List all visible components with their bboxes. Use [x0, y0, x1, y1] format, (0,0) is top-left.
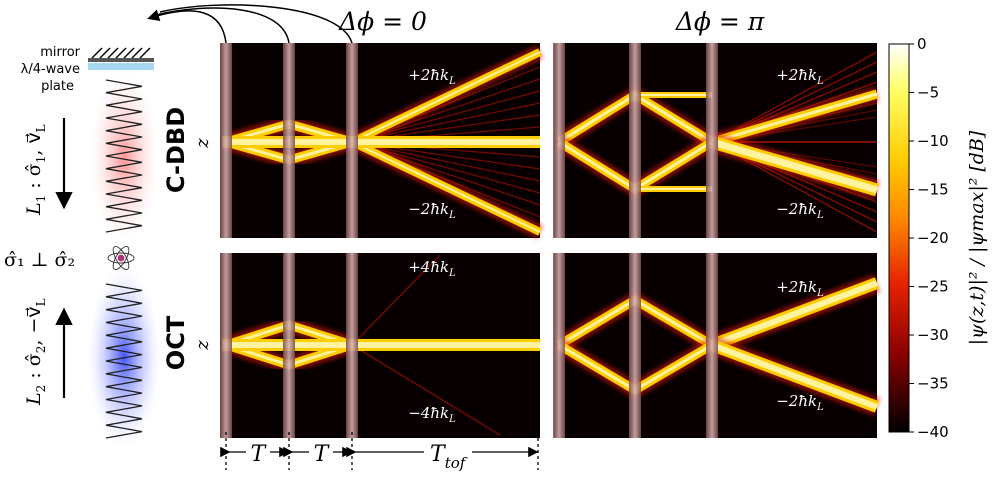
timeline-Ttof: Ttof	[430, 442, 468, 472]
column-header-dphi-pi: Δϕ = π	[675, 7, 765, 36]
beam-core	[711, 138, 878, 194]
timeline-T2: T	[314, 442, 331, 467]
mirror	[88, 58, 154, 62]
timeline-T1: T	[251, 442, 268, 467]
colorbar-label: |ψ(z,t)|² / |ψmax|² [dB]	[966, 130, 988, 345]
row-label-cdbd: C-DBD	[162, 107, 190, 193]
waveplate-label-2: plate	[41, 79, 74, 94]
panel-cdbd-dphi-pi: +2ħkL −2ħkL	[553, 43, 880, 238]
column-header-dphi-0: Δϕ = 0	[338, 7, 427, 36]
apparatus: mirror λ/4-wave plate L1 : σ̂1, v⃗L L2 :…	[4, 4, 353, 447]
colorbar-tick-label: −35	[917, 375, 949, 393]
beam-core	[710, 280, 879, 348]
axis-label-z-top: z	[192, 138, 213, 149]
faint-beam	[351, 254, 441, 346]
waveplate	[88, 63, 154, 70]
polarization-label: σ̂₁ ⊥ σ̂₂	[4, 249, 75, 271]
momentum-label-oct-zero-upper: +4ħkL	[408, 258, 456, 279]
colorbar-tick-label: −25	[917, 278, 949, 296]
colorbar-tick-label: −20	[917, 229, 949, 247]
colorbar-tick-label: −5	[917, 84, 939, 102]
mirror-hatching	[91, 47, 151, 59]
row-label-oct: OCT	[162, 315, 190, 370]
colorbar-tick-label: −10	[917, 132, 949, 150]
momentum-label-oct-pi-lower: −2ħkL	[776, 392, 824, 413]
pulse-bar	[706, 43, 718, 238]
waveplate-label-1: λ/4-wave	[21, 62, 80, 77]
colorbar-tick-label: −40	[917, 423, 949, 441]
pulse-bar	[553, 253, 565, 438]
beam-l1-glow	[90, 73, 158, 243]
pulse-bar	[283, 43, 295, 238]
beam-l2-spring	[105, 283, 143, 439]
momentum-label-cdbd-zero-lower: −2ħkL	[408, 200, 456, 221]
pulse-bar	[220, 43, 232, 238]
beam-core	[710, 342, 879, 410]
beam-l1-label: L1 : σ̂1, v⃗L	[23, 124, 48, 216]
beam-core	[711, 92, 878, 144]
pulse-bar	[629, 253, 641, 438]
pulse-bar	[706, 253, 718, 438]
beam-l1-spring	[105, 79, 143, 233]
atom-icon	[107, 246, 135, 270]
pulse-bar	[553, 43, 565, 238]
panel-oct-dphi-0: +4ħkL −4ħkL	[220, 253, 540, 438]
pulse-bar	[346, 43, 358, 238]
beam-l2-label: L2 : σ̂2, −v⃗L	[23, 298, 48, 406]
pulse-bar	[220, 253, 232, 438]
momentum-label-oct-pi-upper: +2ħkL	[776, 278, 824, 299]
colorbar-tick-label: 0	[917, 35, 927, 53]
momentum-label-oct-zero-lower: −4ħkL	[408, 404, 456, 425]
colorbar-ticks: 0 −5 −10 −15 −20 −25 −30 −35 −40	[909, 35, 949, 441]
faint-beam	[351, 344, 501, 436]
momentum-label-cdbd-pi-lower: −2ħkL	[776, 200, 824, 221]
pulse-bar	[346, 253, 358, 438]
beam-core	[351, 51, 541, 143]
mirror-label: mirror	[40, 45, 80, 60]
beam-core	[351, 141, 541, 233]
pulse-to-mirror-arrows	[147, 4, 353, 44]
colorbar-tick-label: −15	[917, 181, 949, 199]
panel-oct-dphi-pi: +2ħkL −2ħkL	[553, 253, 881, 438]
momentum-label-cdbd-zero-upper: +2ħkL	[408, 66, 456, 87]
beam-l2-glow	[88, 267, 160, 447]
pulse-bar	[629, 43, 641, 238]
pulse-bar	[283, 253, 295, 438]
axis-label-z-bottom: z	[192, 340, 213, 351]
panel-cdbd-dphi-0: +2ħkL −2ħkL	[220, 43, 544, 239]
colorbar	[888, 43, 910, 433]
momentum-label-cdbd-pi-upper: +2ħkL	[776, 66, 824, 87]
colorbar-tick-label: −30	[917, 326, 949, 344]
